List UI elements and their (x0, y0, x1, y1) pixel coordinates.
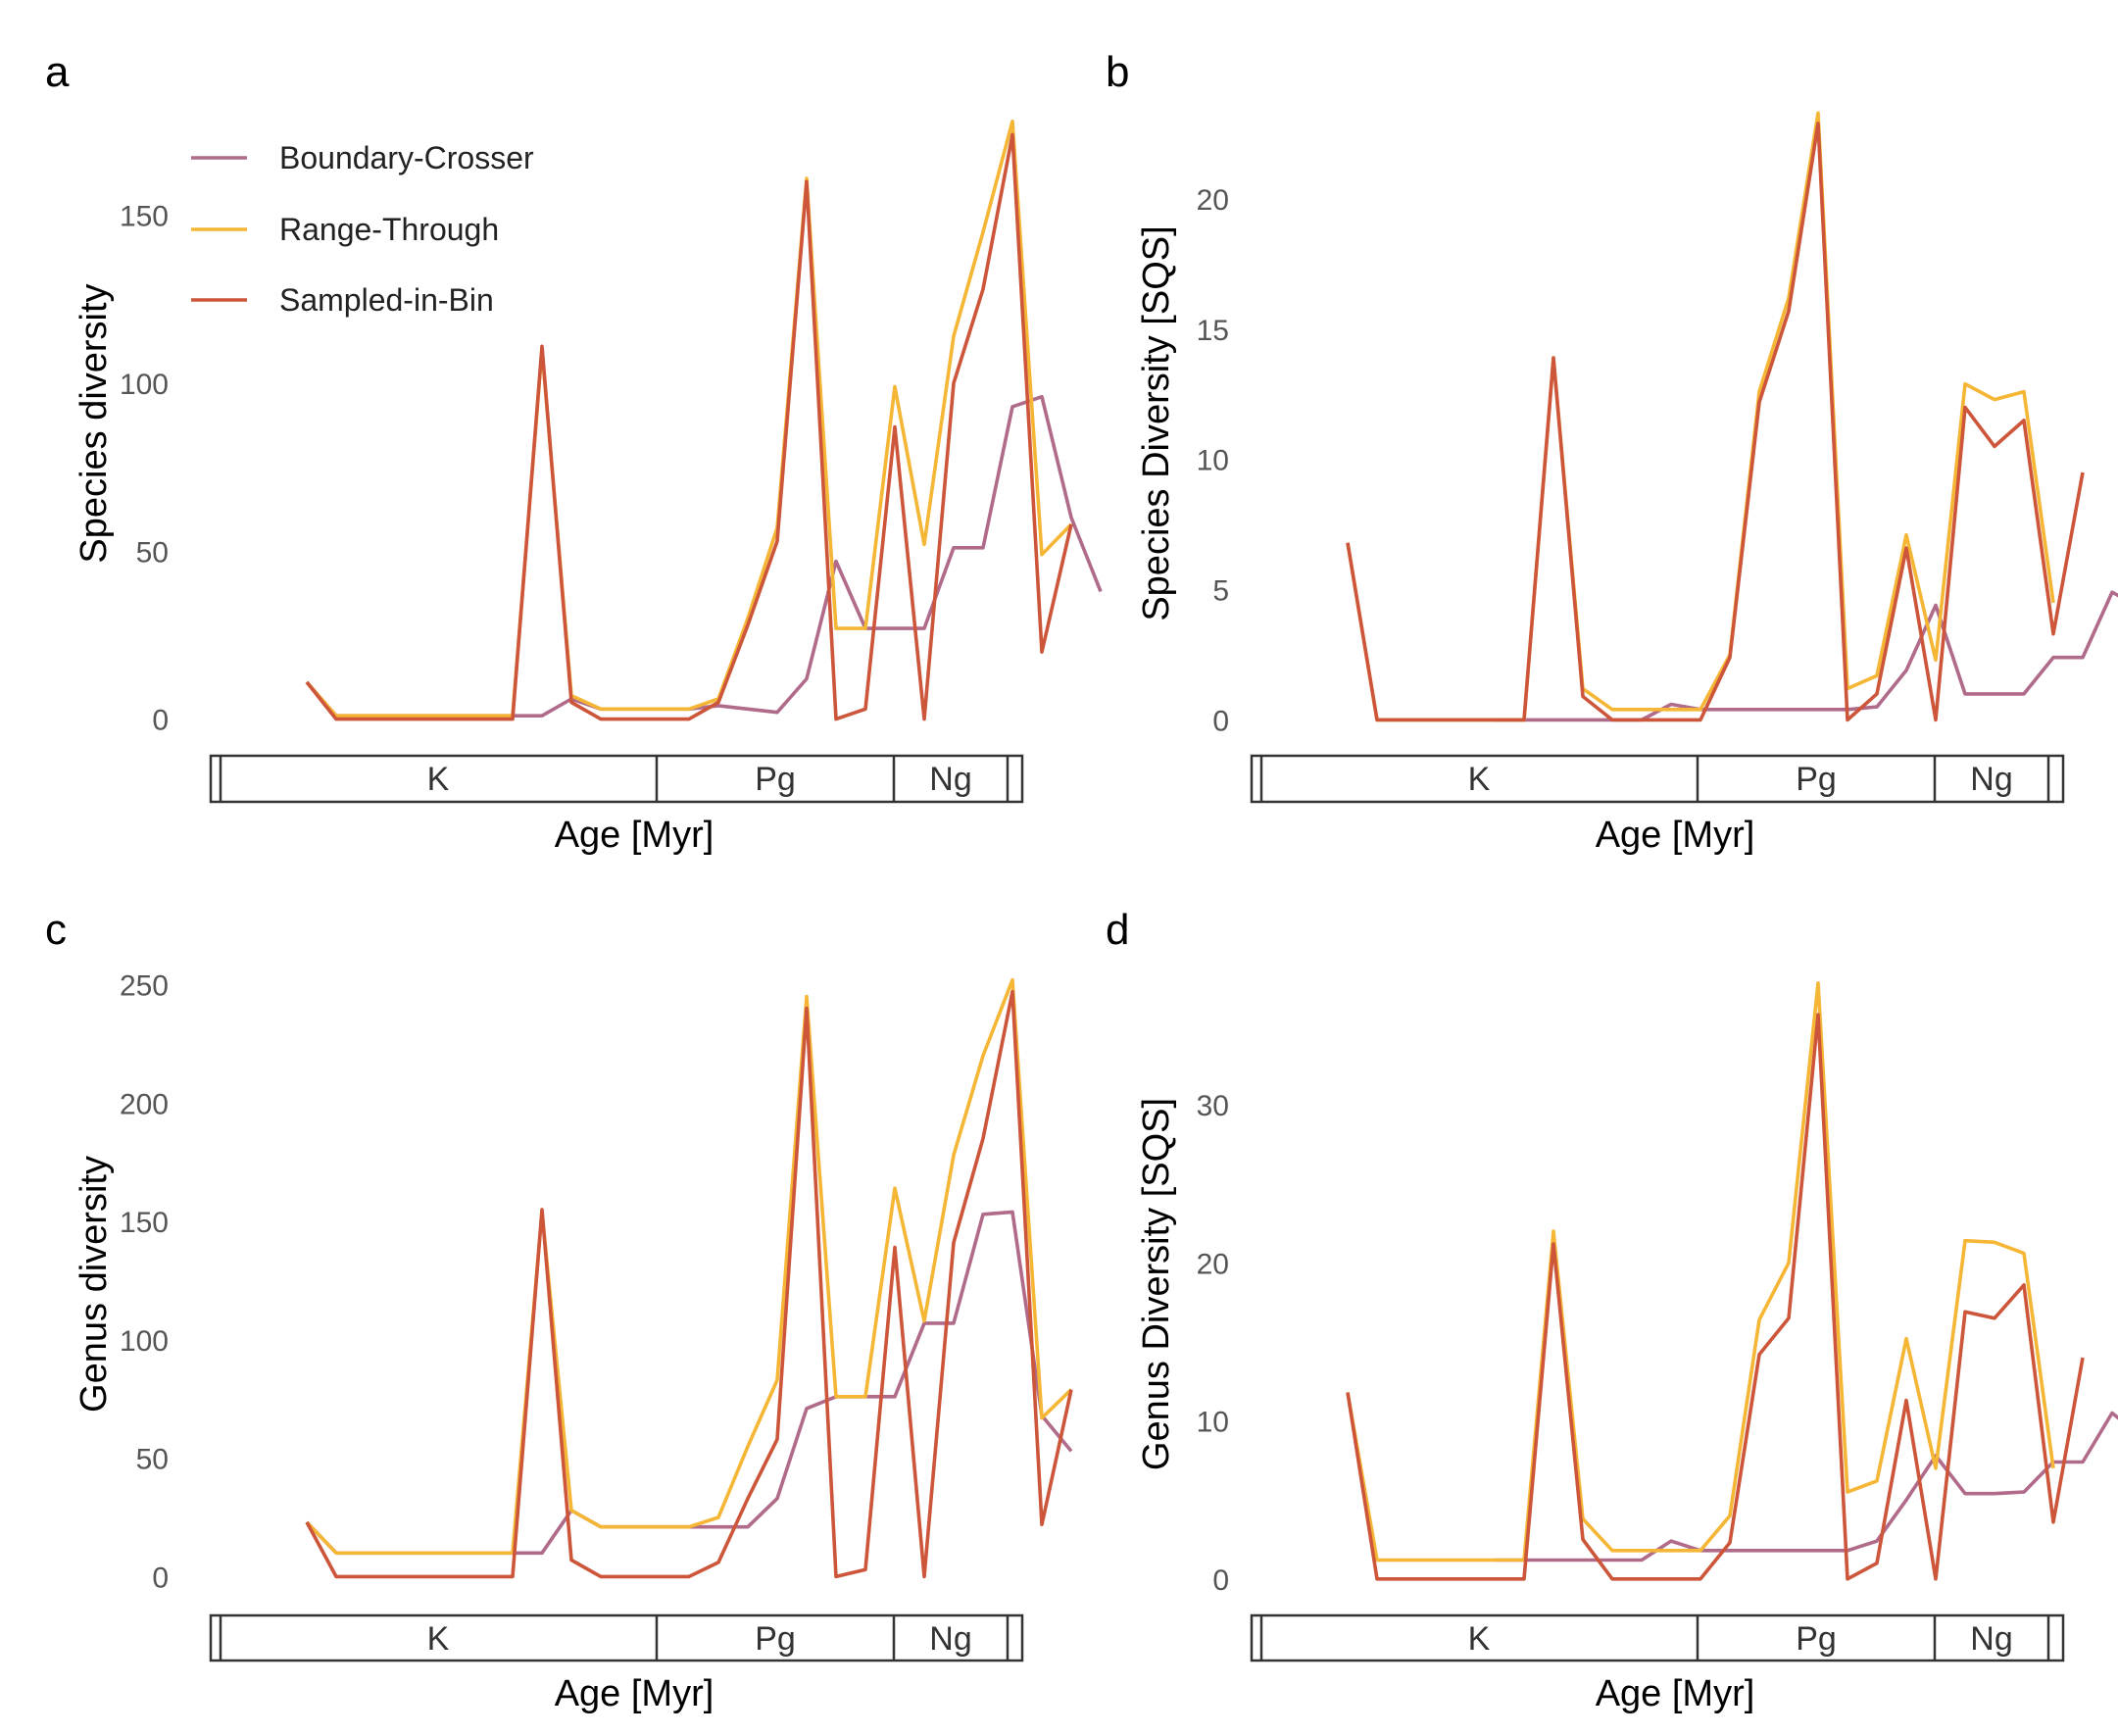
y-axis-label-b: Species Diversity [SQS] (1136, 225, 1177, 620)
y-ticks-c: 0 50 100 150 200 250 (120, 969, 169, 1594)
y-tick-label: 15 (1197, 315, 1229, 347)
timescale-bar-b: K Pg Ng (1250, 754, 2065, 804)
series-sampled-in-bin (1346, 122, 2085, 722)
legend-label-boundary-crosser: Boundary-Crosser (279, 140, 534, 175)
timescale-frame (1250, 1613, 2065, 1662)
period-label-k: K (1468, 1620, 1491, 1658)
series-lines-a (305, 119, 1103, 721)
y-tick-label: 50 (136, 536, 169, 569)
y-tick-label: 5 (1212, 575, 1229, 608)
panel-b: b 0 5 10 15 20 Species Diversity [SQS] K Pg Ng… (1106, 48, 2118, 856)
x-axis-label-b: Age [Myr] (1596, 815, 1755, 856)
series-boundary-crosser (1495, 590, 2118, 722)
y-tick-label: 20 (1197, 184, 1229, 217)
series-lines-b (1346, 111, 2118, 722)
y-tick-label: 50 (136, 1444, 169, 1476)
panel-letter-c: c (45, 906, 67, 954)
period-label-pg: Pg (1796, 761, 1837, 798)
period-label-pg: Pg (1796, 1620, 1837, 1658)
timescale-frame (209, 1613, 1024, 1662)
x-axis-label-d: Age [Myr] (1596, 1673, 1755, 1714)
period-label-k: K (427, 761, 450, 798)
series-boundary-crosser (305, 394, 1103, 719)
legend-label-range-through: Range-Through (279, 212, 499, 247)
series-range-through (1346, 981, 2055, 1562)
y-tick-label: 20 (1197, 1248, 1229, 1280)
timescale-bar-a: K Pg Ng (209, 754, 1024, 804)
series-range-through (1346, 111, 2055, 722)
panel-a: a 0 50 100 150 Species diversity K Pg Ng Age … (45, 48, 1103, 856)
series-sampled-in-bin (1346, 1013, 2085, 1581)
y-ticks-d: 0 10 20 30 (1197, 1090, 1229, 1597)
period-label-k: K (1468, 761, 1491, 798)
legend: Boundary-Crosser Range-Through Sampled-i… (191, 140, 534, 318)
x-axis-label-c: Age [Myr] (555, 1673, 714, 1714)
x-axis-label-a: Age [Myr] (555, 815, 714, 856)
y-tick-label: 10 (1197, 445, 1229, 477)
panel-d: d 0 10 20 30 Genus Diversity [SQS] K Pg Ng Ag… (1106, 906, 2118, 1714)
legend-label-sampled-in-bin: Sampled-in-Bin (279, 282, 494, 318)
period-label-ng: Ng (929, 1620, 971, 1658)
y-tick-label: 200 (120, 1088, 169, 1120)
series-lines-d (1346, 981, 2118, 1581)
period-label-pg: Pg (755, 761, 796, 798)
series-sampled-in-bin (305, 989, 1073, 1579)
panel-letter-b: b (1106, 48, 1129, 96)
y-ticks-a: 0 50 100 150 (120, 201, 169, 737)
y-tick-label: 0 (1212, 705, 1229, 737)
y-axis-label-c: Genus diversity (74, 1156, 115, 1413)
timescale-frame (209, 754, 1024, 804)
timescale-bar-c: K Pg Ng (209, 1613, 1024, 1662)
y-tick-label: 250 (120, 969, 169, 1002)
period-label-pg: Pg (755, 1620, 796, 1658)
panel-letter-a: a (45, 48, 70, 96)
y-tick-label: 150 (120, 1207, 169, 1239)
y-axis-label-a: Species diversity (74, 283, 115, 563)
timescale-frame (1250, 754, 2065, 804)
period-label-ng: Ng (1970, 1620, 2012, 1658)
y-tick-label: 30 (1197, 1090, 1229, 1122)
panel-letter-d: d (1106, 906, 1129, 954)
y-tick-label: 100 (120, 369, 169, 401)
y-axis-label-d: Genus Diversity [SQS] (1136, 1098, 1177, 1470)
y-tick-label: 0 (152, 1562, 169, 1594)
series-boundary-crosser (1495, 1411, 2118, 1562)
series-range-through (305, 977, 1073, 1556)
timescale-bar-d: K Pg Ng (1250, 1613, 2065, 1662)
series-sampled-in-bin (305, 132, 1073, 721)
period-label-ng: Ng (1970, 761, 2012, 798)
y-tick-label: 100 (120, 1325, 169, 1358)
series-lines-c (305, 977, 1073, 1579)
series-boundary-crosser (305, 1210, 1073, 1556)
period-label-ng: Ng (929, 761, 971, 798)
y-tick-label: 150 (120, 201, 169, 233)
series-range-through (305, 119, 1073, 719)
y-tick-label: 0 (152, 705, 169, 737)
y-ticks-b: 0 5 10 15 20 (1197, 184, 1229, 737)
y-tick-label: 10 (1197, 1407, 1229, 1439)
y-tick-label: 0 (1212, 1564, 1229, 1597)
period-label-k: K (427, 1620, 450, 1658)
